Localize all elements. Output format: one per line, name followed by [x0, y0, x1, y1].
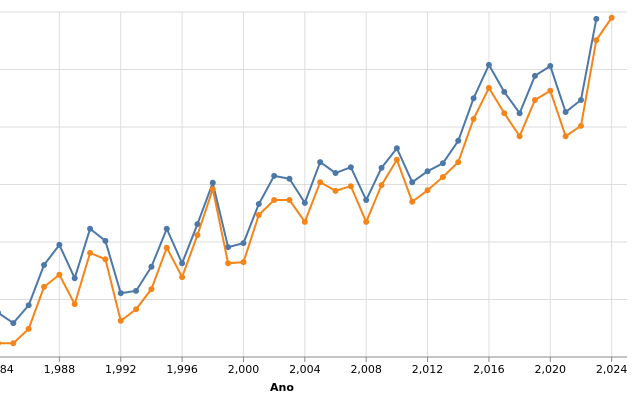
point: [209, 179, 216, 186]
point: [317, 179, 324, 186]
point: [332, 170, 339, 176]
point: [286, 175, 293, 182]
point: [424, 168, 431, 175]
point: [363, 197, 370, 204]
point: [439, 174, 446, 181]
point: [240, 240, 247, 247]
point: [255, 201, 262, 208]
point: [179, 260, 186, 267]
point: [271, 197, 278, 204]
point: [577, 96, 584, 103]
x-tick-label: 1,992: [105, 363, 137, 376]
point: [194, 232, 201, 239]
point: [439, 160, 446, 167]
point: [117, 317, 124, 324]
series-line: [0, 18, 598, 325]
point: [485, 84, 492, 91]
point: [516, 133, 523, 140]
point: [25, 325, 32, 332]
x-tick-label: 2,012: [412, 363, 444, 376]
point: [547, 63, 554, 70]
point: [347, 183, 354, 190]
point: [255, 211, 262, 218]
point: [240, 259, 247, 266]
x-tick-label: 1,984: [0, 363, 14, 376]
point: [71, 275, 78, 282]
point: [409, 179, 416, 186]
x-tick-label: 1,988: [44, 363, 76, 376]
point: [87, 225, 94, 232]
point: [301, 218, 308, 225]
point: [0, 340, 1, 346]
point: [10, 340, 17, 347]
point: [562, 109, 569, 116]
point: [501, 110, 508, 117]
point: [409, 198, 416, 205]
point: [317, 159, 324, 166]
point: [547, 87, 554, 94]
point: [593, 15, 600, 22]
point: [117, 290, 124, 297]
point: [378, 182, 385, 189]
point: [363, 218, 370, 225]
point: [577, 122, 584, 129]
point: [531, 72, 538, 79]
x-tick-label: 2,004: [289, 363, 321, 376]
point: [41, 262, 48, 268]
point: [102, 256, 109, 263]
point: [56, 271, 63, 278]
x-tick-label: 2,008: [350, 363, 382, 376]
point: [347, 164, 354, 171]
point: [179, 274, 186, 281]
point: [194, 221, 201, 228]
point: [424, 187, 431, 194]
point: [562, 133, 569, 140]
point: [87, 249, 94, 256]
series-line: [0, 17, 613, 345]
point: [501, 88, 508, 95]
point: [133, 287, 140, 294]
point: [378, 164, 385, 171]
x-tick-label: 2,000: [228, 363, 260, 376]
point: [286, 197, 293, 204]
x-tick-label: 2,024: [596, 363, 628, 376]
x-tick-label: 2,016: [473, 363, 505, 376]
point: [516, 110, 523, 117]
point: [470, 115, 477, 122]
point: [593, 37, 600, 44]
point: [41, 283, 48, 290]
point: [163, 225, 170, 232]
point: [608, 14, 615, 21]
point: [332, 187, 339, 194]
point: [301, 199, 308, 206]
point: [0, 310, 1, 315]
point: [56, 241, 63, 248]
point: [225, 244, 232, 251]
point: [209, 186, 216, 193]
point: [455, 137, 462, 144]
point: [470, 95, 477, 102]
point: [71, 301, 78, 308]
point: [148, 286, 155, 293]
point: [271, 172, 278, 179]
point: [10, 320, 17, 327]
point: [25, 302, 32, 309]
point: [531, 96, 538, 103]
point: [148, 263, 155, 270]
point: [102, 237, 109, 244]
point: [225, 260, 232, 267]
point: [393, 156, 400, 163]
x-tick-label: 2,020: [535, 363, 567, 376]
x-tick-label: 1,996: [166, 363, 198, 376]
point: [133, 306, 140, 313]
point: [455, 159, 462, 166]
point: [485, 61, 492, 68]
x-axis-title: Ano: [270, 381, 294, 394]
point: [163, 244, 170, 251]
point: [393, 145, 400, 152]
